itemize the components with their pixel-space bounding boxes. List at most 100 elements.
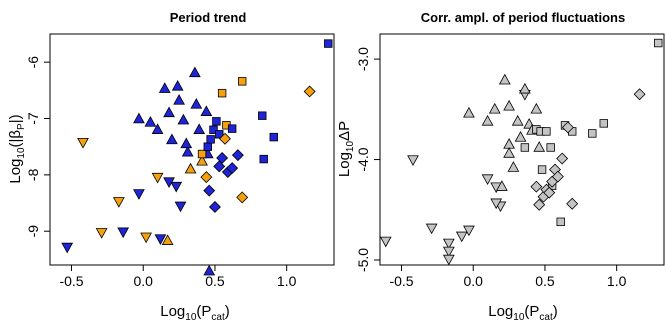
data-point: [533, 198, 546, 211]
chart-title: Period trend: [170, 10, 247, 25]
data-point: [463, 106, 475, 118]
data-point: [633, 88, 646, 101]
data-point: [181, 145, 194, 157]
data-point: [481, 114, 494, 126]
data-point: [588, 129, 597, 138]
data-point: [184, 162, 197, 174]
data-point: [442, 246, 455, 258]
x-axis-label: Log10(Pcat): [160, 303, 230, 323]
y-tick-label: -7: [25, 112, 41, 125]
data-point: [144, 116, 157, 127]
x-tick-label: 0.5: [205, 273, 225, 289]
data-point: [173, 94, 185, 105]
data-point: [425, 223, 438, 235]
data-point: [133, 112, 145, 124]
x-tick-label: 0.0: [463, 273, 483, 289]
x-tick-label: 0.5: [535, 273, 555, 289]
data-point: [551, 170, 564, 183]
data-point: [217, 88, 227, 98]
data-point: [542, 127, 551, 136]
data-point: [503, 138, 515, 149]
data-point: [258, 111, 267, 120]
x-axis-label: Log10(Pcat): [488, 303, 558, 323]
data-point: [231, 149, 244, 162]
data-point: [488, 102, 501, 114]
correlation-amplitude-panel: Corr. ampl. of period fluctuations -0.5 0…: [336, 10, 665, 323]
data-point: [537, 165, 547, 174]
data-point: [324, 39, 333, 48]
data-point: [219, 132, 231, 145]
data-point: [215, 130, 224, 139]
data-point: [566, 197, 579, 210]
x-axis: -0.5 0.0 0.5 1.0: [389, 265, 627, 289]
data-point: [161, 234, 174, 245]
y-tick-label: -6: [25, 56, 41, 69]
data-point: [117, 227, 130, 239]
data-point: [556, 217, 565, 227]
x-tick-label: 1.0: [277, 273, 297, 289]
data-point: [518, 82, 531, 94]
data-point: [507, 161, 520, 172]
chart-title: Corr. ampl. of period fluctuations: [421, 10, 625, 25]
data-point: [407, 155, 419, 166]
data-point: [556, 152, 569, 165]
data-point: [496, 180, 508, 191]
data-point: [259, 154, 268, 164]
y-axis-label: Log10(|βP|): [7, 114, 27, 183]
y-axis-label: Log10ΔP: [336, 121, 356, 177]
data-point: [546, 143, 555, 152]
data-point: [209, 125, 218, 134]
data-point: [208, 201, 221, 213]
data-point: [503, 99, 515, 111]
data-point: [226, 162, 239, 175]
y-tick-label: -9: [25, 225, 41, 238]
data-point: [206, 135, 215, 144]
data-point: [174, 201, 187, 213]
data-point: [236, 191, 249, 204]
y-tick-label: -3.0: [355, 47, 371, 71]
data-point: [77, 137, 89, 149]
data-point: [498, 73, 511, 85]
data-point: [238, 77, 247, 86]
data-point: [170, 181, 183, 193]
y-axis: -6 -7 -8 -9: [25, 56, 50, 238]
data-point: [203, 264, 216, 276]
data-point: [503, 147, 515, 158]
data-point: [190, 98, 203, 109]
data-point: [490, 198, 503, 210]
data-point: [599, 119, 608, 128]
x-tick-label: -0.5: [389, 273, 413, 289]
data-point: [530, 102, 543, 114]
data-point: [212, 117, 221, 126]
data-point: [533, 141, 546, 152]
data-point: [511, 114, 524, 126]
data-point: [543, 186, 556, 199]
data-point: [216, 151, 229, 164]
data-point: [455, 231, 468, 243]
data-point: [196, 154, 208, 166]
x-axis: -0.5 0.0 0.5 1.0: [59, 265, 297, 289]
data-point: [177, 113, 190, 125]
data-point: [203, 184, 216, 197]
data-points: [61, 39, 333, 276]
data-point: [303, 85, 316, 98]
data-point: [227, 124, 237, 133]
data-points: [379, 38, 663, 266]
y-tick-label: -8: [25, 168, 41, 181]
period-trend-panel: Period trend -0.5 0.0 0.5 1.0 -6 -7 -8 -9 Log1…: [7, 10, 335, 323]
data-point: [379, 236, 392, 248]
x-tick-label: 1.0: [607, 273, 627, 289]
data-point: [561, 121, 574, 134]
data-point: [514, 131, 527, 142]
data-point: [166, 133, 178, 145]
data-point: [154, 234, 167, 245]
plot-frame: [379, 33, 665, 266]
data-point: [112, 197, 125, 208]
data-point: [442, 238, 455, 250]
data-point: [188, 66, 201, 78]
data-point: [269, 132, 278, 142]
x-tick-label: -0.5: [59, 273, 83, 289]
data-point: [463, 225, 475, 237]
data-point: [203, 142, 212, 151]
data-point: [193, 123, 206, 134]
